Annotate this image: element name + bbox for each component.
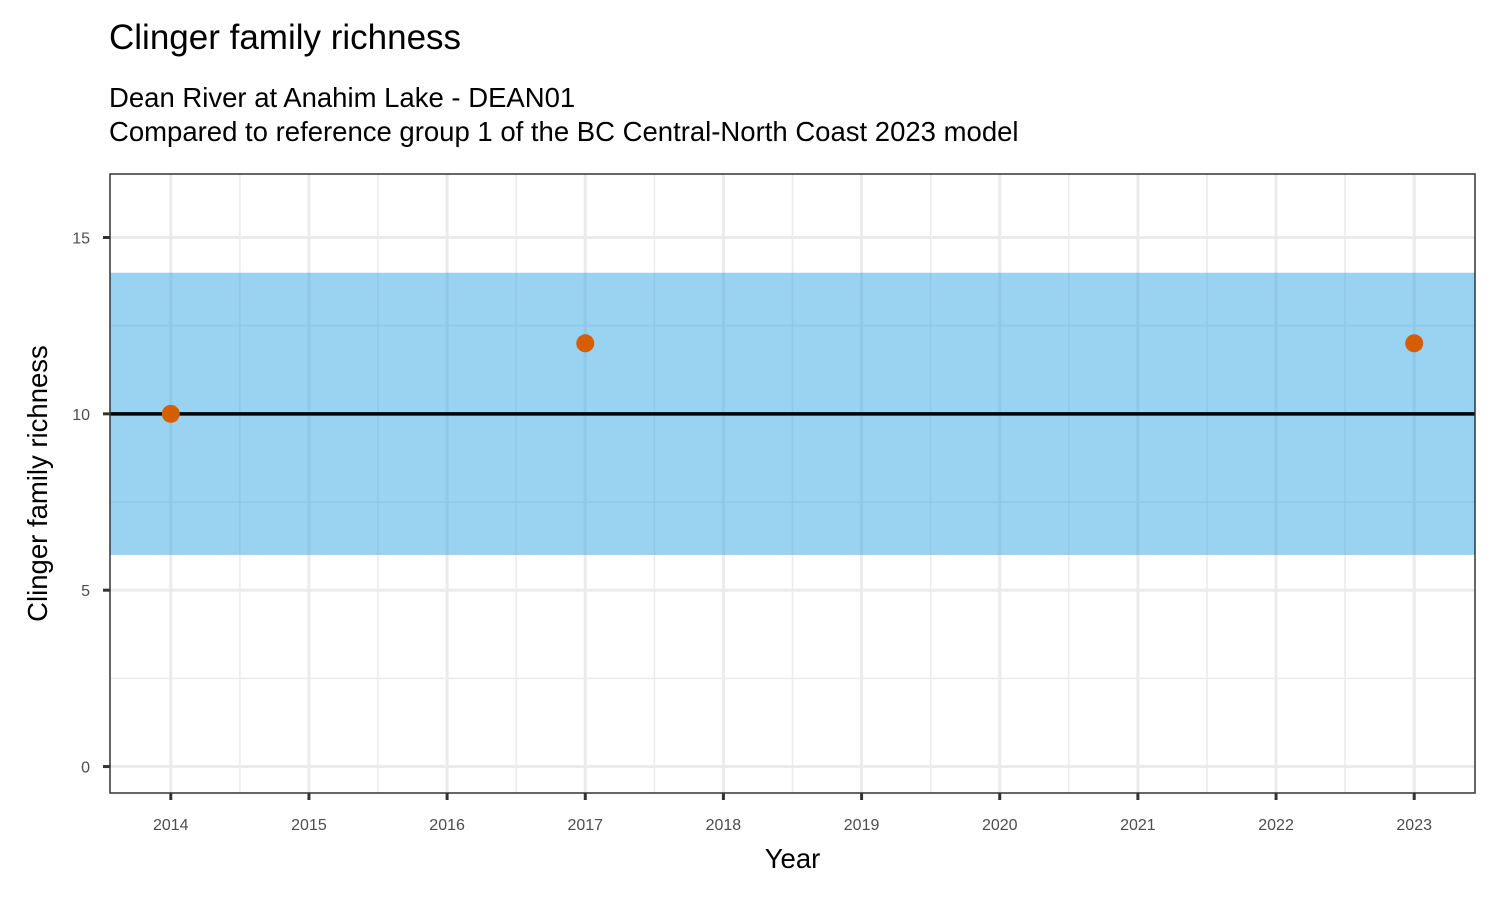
data-point [1405, 334, 1424, 353]
data-points [161, 334, 1424, 423]
data-point [576, 334, 595, 353]
data-point [161, 404, 180, 423]
y-tick-label: 0 [81, 760, 90, 777]
x-tick-label: 2022 [1258, 817, 1294, 834]
y-tick-label: 5 [81, 583, 90, 600]
y-axis: 0 5 10 15 [72, 230, 110, 777]
x-tick-label: 2020 [982, 817, 1018, 834]
x-axis-title: Year [765, 843, 821, 874]
x-tick-label: 2014 [153, 817, 189, 834]
x-tick-label: 2015 [291, 817, 327, 834]
x-tick-label: 2018 [706, 817, 742, 834]
x-tick-label: 2017 [567, 817, 603, 834]
panel-border [109, 173, 1476, 794]
x-tick-label: 2021 [1120, 817, 1156, 834]
x-tick-label: 2023 [1396, 817, 1432, 834]
y-axis-title: Clinger family richness [22, 345, 53, 622]
x-tick-label: 2016 [429, 817, 465, 834]
chart-subtitle-reference: Compared to reference group 1 of the BC … [109, 116, 1019, 147]
x-axis: 2014 2015 2016 2017 2018 2019 2020 2021 2022 2023 [153, 793, 1432, 834]
x-tick-label: 2019 [844, 817, 880, 834]
y-tick-label: 10 [72, 407, 90, 424]
chart-title: Clinger family richness [109, 18, 462, 57]
chart-subtitle-site: Dean River at Anahim Lake - DEAN01 [109, 82, 576, 113]
y-tick-label: 15 [72, 230, 90, 247]
